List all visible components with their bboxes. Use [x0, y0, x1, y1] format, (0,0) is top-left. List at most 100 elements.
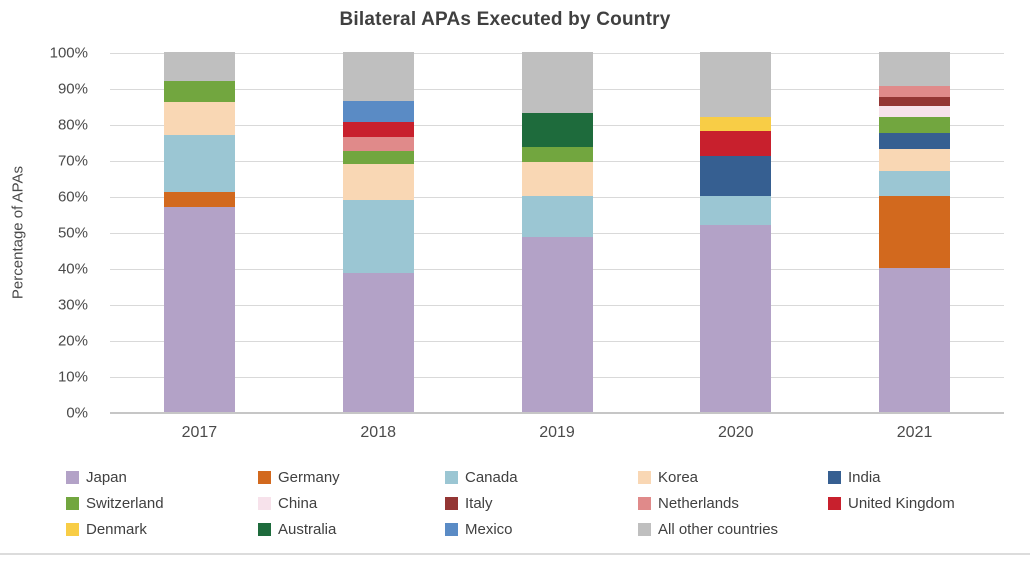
bar-segment-2019-japan — [521, 237, 593, 412]
bar-segment-2021-china — [879, 106, 951, 117]
legend-item-india: India — [828, 468, 881, 486]
y-tick-label: 60% — [57, 188, 88, 206]
bar-segment-2019-australia — [521, 113, 593, 148]
bar-segment-2018-mexico — [342, 100, 414, 123]
y-tick-label: 70% — [57, 152, 88, 170]
y-axis-tick-labels: 0% 10% 20% 30% 40% 50% 60% 70% 80% 90% 100% — [0, 45, 88, 422]
bar-segment-2021-korea — [879, 149, 951, 171]
legend-label-denmark: Denmark — [86, 520, 147, 538]
y-tick-label: 50% — [57, 224, 88, 242]
chart-title: Bilateral APAs Executed by Country — [339, 9, 671, 30]
bar-segment-2018-switzerland — [342, 151, 414, 164]
legend-swatch-switzerland — [66, 496, 79, 510]
bar-segment-2018-korea — [342, 163, 414, 200]
bar-segment-2017-korea — [163, 102, 235, 135]
legend-item-canada: Canada — [445, 468, 518, 486]
x-tick-label-2017: 2017 — [181, 424, 218, 441]
y-tick-label: 90% — [57, 80, 88, 98]
bar-segment-2021-japan — [879, 268, 951, 412]
legend-swatch-canada — [445, 470, 458, 484]
legend-swatch-india — [828, 470, 841, 484]
y-tick-label: 20% — [57, 332, 88, 350]
bar-segment-2021-germany — [879, 196, 951, 268]
legend-item-germany: Germany — [258, 468, 340, 486]
bar-2018 — [342, 52, 414, 412]
bar-segment-2019-canada — [521, 196, 593, 238]
bar-2021 — [879, 52, 951, 412]
legend-item-mexico: Mexico — [445, 520, 513, 538]
legend-swatch-united-kingdom — [828, 496, 841, 510]
legend-swatch-mexico — [445, 522, 458, 536]
bar-2020 — [700, 52, 772, 412]
legend-label-germany: Germany — [278, 468, 340, 486]
bar-segment-2018-netherlands — [342, 136, 414, 152]
bar-segment-2018-japan — [342, 273, 414, 412]
bar-segment-2020-all-other-countries — [700, 52, 772, 117]
legend-swatch-australia — [258, 522, 271, 536]
bar-segment-2021-italy — [879, 97, 951, 107]
x-tick-label-2018: 2018 — [360, 424, 396, 441]
bar-segment-2020-india — [700, 156, 772, 197]
bar-segment-2020-united-kingdom — [700, 131, 772, 157]
x-tick-label-2020: 2020 — [717, 424, 754, 441]
x-tick-label-2021: 2021 — [896, 424, 933, 441]
bar-segment-2021-all-other-countries — [879, 52, 951, 87]
legend-swatch-denmark — [66, 522, 79, 536]
y-tick-label: 0% — [66, 404, 88, 422]
bar-segment-2021-switzerland — [879, 116, 951, 134]
legend-label-korea: Korea — [658, 468, 699, 486]
bar-segment-2021-canada — [879, 170, 951, 196]
bar-2019 — [521, 52, 593, 412]
bar-segment-2017-switzerland — [163, 80, 235, 103]
y-tick-label: 100% — [49, 44, 88, 62]
legend-swatch-china — [258, 496, 271, 510]
legend-label-canada: Canada — [465, 468, 518, 486]
bar-segment-2021-netherlands — [879, 86, 951, 98]
bar-segment-2018-all-other-countries — [342, 52, 414, 101]
legend-item-netherlands: Netherlands — [638, 495, 739, 512]
bar-2017 — [163, 52, 235, 412]
bar-segment-2018-canada — [342, 199, 414, 274]
gridline-0% — [110, 412, 1004, 414]
legend-swatch-netherlands — [638, 496, 651, 510]
bar-segment-2020-canada — [700, 196, 772, 225]
bar-segment-2017-germany — [163, 192, 235, 207]
legend-label-switzerland: Switzerland — [86, 494, 164, 512]
bar-segment-2019-all-other-countries — [521, 52, 593, 114]
x-axis-tick-labels: 2017 2018 2019 2020 2021 — [110, 424, 1004, 446]
bar-segment-2021-india — [879, 133, 951, 150]
legend-item-italy: Italy — [445, 494, 493, 512]
plot-area — [110, 52, 1004, 414]
legend-label-mexico: Mexico — [465, 520, 513, 538]
legend-item-all-other-countries: All other countries — [638, 520, 779, 538]
y-tick-label: 30% — [57, 296, 88, 314]
legend-label-australia: Australia — [278, 520, 337, 538]
legend-item-switzerland: Switzerland — [66, 494, 164, 512]
bar-segment-2020-denmark — [700, 116, 772, 132]
legend-label-japan: Japan — [86, 468, 127, 486]
legend-swatch-japan — [66, 470, 79, 484]
legend-swatch-korea — [638, 470, 651, 484]
legend-label-all-other-countries: All other countries — [658, 520, 779, 538]
bar-segment-2019-korea — [521, 161, 593, 197]
legend-item-denmark: Denmark — [66, 520, 147, 538]
bar-segment-2020-japan — [700, 224, 772, 412]
bar-segment-2017-canada — [163, 134, 235, 193]
bottom-border-line — [0, 553, 1030, 555]
legend-swatch-all-other-countries — [638, 522, 651, 536]
legend-label-united-kingdom: United Kingdom — [848, 494, 955, 512]
legend-label-china: China — [278, 494, 318, 512]
legend-item-japan: Japan — [66, 468, 127, 486]
legend-item-korea: Korea — [638, 468, 699, 486]
y-tick-label: 40% — [57, 260, 88, 278]
legend-label-italy: Italy — [465, 494, 493, 512]
legend-label-india: India — [848, 468, 881, 486]
legend-swatch-italy — [445, 496, 458, 510]
bar-segment-2019-switzerland — [521, 147, 593, 162]
y-tick-label: 10% — [57, 368, 88, 386]
legend-item-australia: Australia — [258, 520, 337, 538]
legend-item-united-kingdom: United Kingdom — [828, 494, 955, 512]
legend-swatch-germany — [258, 470, 271, 484]
y-tick-label: 80% — [57, 116, 88, 134]
